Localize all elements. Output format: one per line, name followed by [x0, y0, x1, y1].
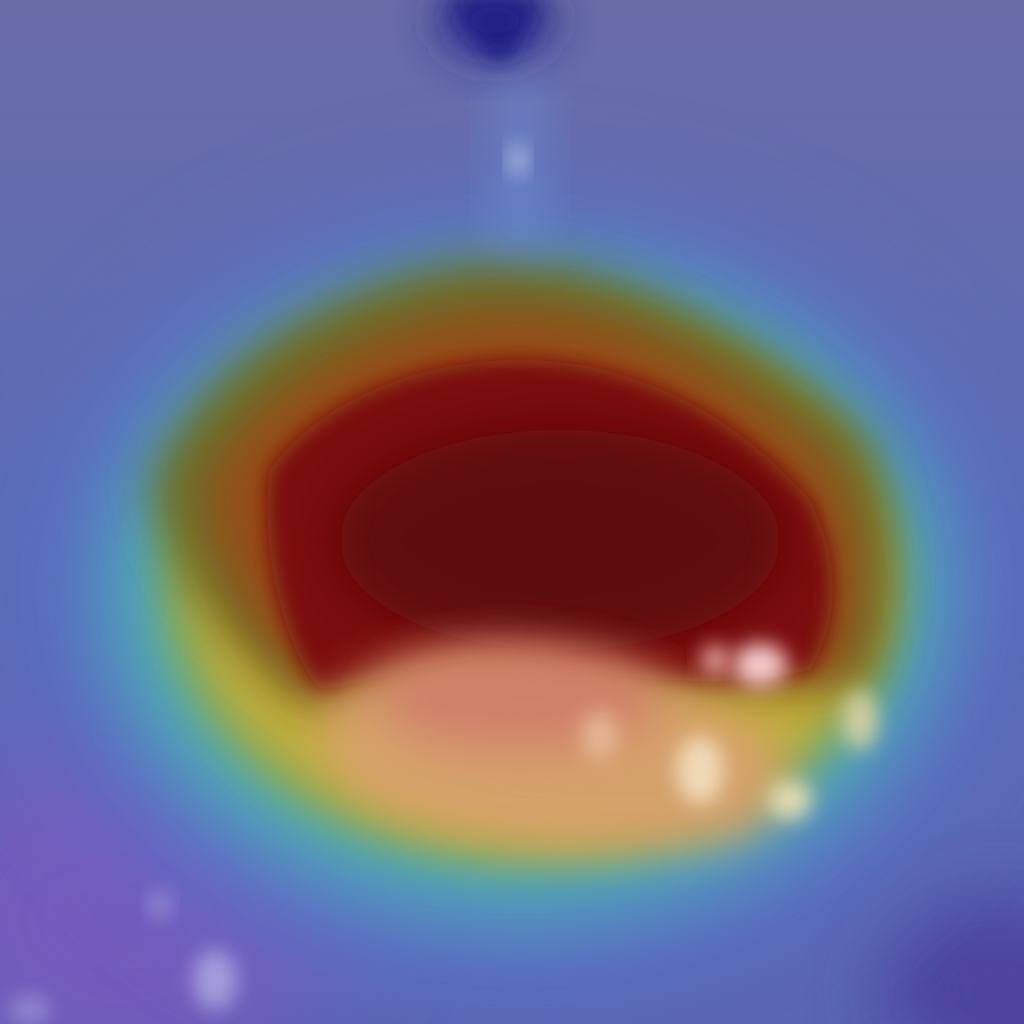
highlight-spot-4 — [768, 780, 812, 820]
highlight-spot-5 — [842, 690, 878, 750]
bottom-right-glow — [880, 900, 1024, 1024]
highlight-spot-1 — [732, 643, 788, 687]
highlight-spot-3 — [676, 736, 724, 804]
bottom-left-sparkle-1 — [193, 950, 237, 1010]
dark-red-center — [340, 430, 780, 650]
bottom-left-sparkle-2 — [150, 891, 170, 919]
top-dark-glow — [435, 0, 555, 60]
top-small-spot — [510, 144, 526, 176]
highlight-spot-2 — [701, 644, 729, 676]
highlight-spot-6 — [582, 711, 618, 759]
bottom-left-sparkle-3 — [10, 996, 50, 1024]
